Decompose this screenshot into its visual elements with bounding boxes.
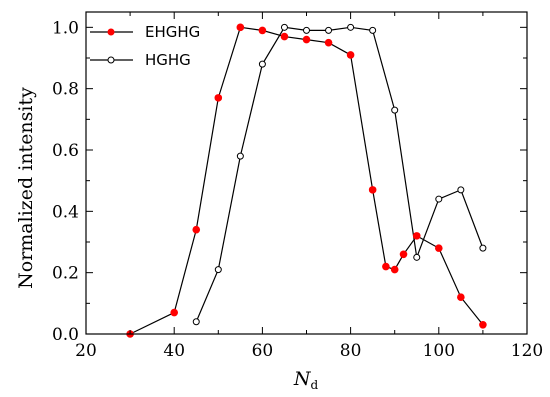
y-tick-label: 0.4 <box>52 202 79 222</box>
y-tick-label: 0.8 <box>52 80 79 100</box>
data-point-hghg <box>369 26 377 34</box>
data-point-ehghg <box>192 225 201 234</box>
data-point-hghg <box>347 23 355 31</box>
data-point-hghg <box>457 186 465 194</box>
legend-marker-ehghg <box>107 28 115 36</box>
y-tick-label: 1.0 <box>52 18 79 38</box>
data-point-hghg <box>479 244 487 252</box>
legend-marker-hghg <box>107 56 115 64</box>
data-point-ehghg <box>214 94 223 102</box>
data-point-hghg <box>236 152 244 160</box>
data-point-hghg <box>303 26 310 34</box>
data-point-ehghg <box>390 265 399 274</box>
x-tick-label: 20 <box>75 341 97 361</box>
data-point-ehghg <box>382 262 390 271</box>
x-tick-label: 80 <box>340 341 362 361</box>
series-line-ehghg <box>129 26 484 335</box>
x-tick-label: 60 <box>252 341 274 361</box>
data-point-ehghg <box>324 38 333 47</box>
y-tick-label: 0.2 <box>52 264 79 284</box>
y-tick-label: 0.0 <box>52 325 79 345</box>
data-point-ehghg <box>346 51 355 59</box>
data-point-ehghg <box>170 308 178 317</box>
data-point-hghg <box>214 266 222 274</box>
y-axis-title: Normalized intensity <box>15 87 37 289</box>
x-tick-label: 40 <box>163 341 185 361</box>
data-point-ehghg <box>399 250 408 259</box>
x-axis-title-subscript: d <box>310 378 318 392</box>
series-line-hghg <box>195 26 484 322</box>
data-point-hghg <box>192 318 200 326</box>
data-point-hghg <box>413 253 421 261</box>
data-point-ehghg <box>280 32 289 41</box>
x-axis-title: Nd <box>293 368 319 392</box>
data-point-hghg <box>325 26 333 34</box>
data-point-ehghg <box>457 293 465 302</box>
x-axis-title-main: N <box>293 368 312 390</box>
data-point-hghg <box>391 106 399 114</box>
data-point-hghg <box>258 60 266 68</box>
legend: EHGHG HGHG <box>90 23 200 69</box>
data-point-ehghg <box>236 23 245 32</box>
data-point-ehghg <box>302 35 311 44</box>
data-point-ehghg <box>368 186 377 194</box>
data-point-ehghg <box>258 26 267 35</box>
axes: 20 40 60 80 100 120 0.0 0.2 0.4 0.6 0.8 1.0 <box>52 11 543 361</box>
x-tick-label: 100 <box>423 341 455 361</box>
data-point-ehghg <box>479 321 487 329</box>
data-point-hghg <box>280 23 288 31</box>
legend-label-hghg: HGHG <box>145 51 191 69</box>
data-point-ehghg <box>412 232 421 240</box>
data-point-hghg <box>435 195 443 203</box>
series-layer <box>126 23 487 338</box>
y-tick-label: 0.6 <box>52 141 79 161</box>
data-point-ehghg <box>435 244 443 252</box>
x-tick-label: 120 <box>511 341 543 361</box>
legend-label-ehghg: EHGHG <box>145 23 200 41</box>
